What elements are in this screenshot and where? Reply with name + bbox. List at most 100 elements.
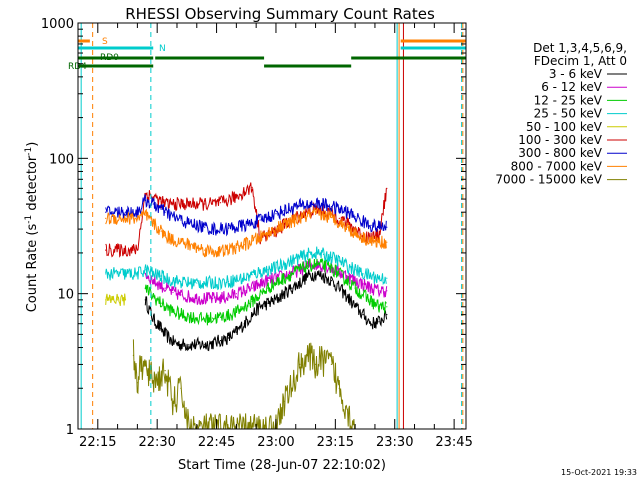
data-point-3-6-kev bbox=[164, 333, 166, 335]
data-point-300-800-kev bbox=[219, 228, 222, 230]
series-line-300-800-kev bbox=[105, 194, 387, 237]
data-point-25-50-kev bbox=[164, 277, 166, 279]
legend-label-300-800-kev: 300 - 800 keV bbox=[518, 146, 602, 160]
data-point-12-25-kev bbox=[196, 317, 198, 319]
data-point-7000-15000-kev bbox=[164, 370, 166, 372]
data-point-25-50-kev bbox=[275, 267, 277, 269]
data-point-800-7000-kev bbox=[212, 250, 214, 253]
data-point-800-7000-kev bbox=[307, 215, 309, 217]
data-point-800-7000-kev bbox=[315, 213, 317, 215]
x-axis-label: Start Time (28-Jun-07 22:10:02) bbox=[178, 458, 386, 473]
data-point-100-300-kev bbox=[386, 187, 388, 189]
data-point-800-7000-kev bbox=[105, 217, 107, 219]
data-point-300-800-kev bbox=[164, 211, 166, 213]
data-point-3-6-kev bbox=[307, 275, 309, 277]
data-point-300-800-kev bbox=[378, 226, 380, 228]
data-point-3-6-kev bbox=[259, 306, 261, 308]
data-point-12-25-kev bbox=[299, 269, 301, 271]
data-point-12-25-kev bbox=[378, 306, 380, 308]
x-tick-label: 23:00 bbox=[257, 435, 294, 450]
data-point-100-300-kev bbox=[144, 192, 146, 195]
data-point-25-50-kev bbox=[307, 253, 309, 255]
data-point-100-300-kev bbox=[160, 200, 162, 203]
data-point-100-300-kev bbox=[152, 196, 154, 198]
data-point-300-800-kev bbox=[172, 216, 174, 218]
data-point-3-6-kev bbox=[291, 287, 293, 289]
data-point-3-6-kev bbox=[267, 302, 269, 304]
data-point-6-12-kev bbox=[378, 290, 380, 292]
state-bar-label-n: N bbox=[159, 44, 166, 54]
data-point-12-25-kev bbox=[144, 287, 146, 289]
data-point-100-300-kev bbox=[322, 210, 325, 212]
data-point-300-800-kev bbox=[354, 216, 356, 218]
data-point-6-12-kev bbox=[275, 277, 277, 279]
data-point-100-300-kev bbox=[338, 217, 340, 219]
data-point-6-12-kev bbox=[362, 283, 364, 285]
data-point-25-50-kev bbox=[136, 273, 138, 275]
data-point-800-7000-kev bbox=[164, 234, 166, 236]
data-point-25-50-kev bbox=[172, 280, 174, 282]
data-point-25-50-kev bbox=[219, 281, 222, 284]
data-point-3-6-kev bbox=[275, 299, 277, 301]
data-point-7000-15000-kev bbox=[283, 400, 285, 402]
data-point-12-25-kev bbox=[164, 306, 166, 308]
data-point-800-7000-kev bbox=[251, 240, 253, 242]
data-point-300-800-kev bbox=[322, 204, 325, 206]
data-point-300-800-kev bbox=[283, 210, 285, 212]
data-point-3-6-kev bbox=[386, 314, 388, 316]
data-point-12-25-kev bbox=[212, 317, 214, 319]
data-point-6-12-kev bbox=[259, 283, 261, 285]
data-point-100-300-kev bbox=[164, 203, 166, 205]
data-point-12-25-kev bbox=[259, 294, 261, 296]
data-point-300-800-kev bbox=[144, 199, 146, 201]
data-point-300-800-kev bbox=[307, 204, 309, 206]
data-point-3-6-kev bbox=[152, 318, 154, 320]
y-axis-label-sup-1: -1 bbox=[24, 215, 34, 224]
data-point-25-50-kev bbox=[227, 280, 229, 283]
data-point-800-7000-kev bbox=[291, 221, 293, 223]
data-point-6-12-kev bbox=[212, 298, 214, 300]
data-point-3-6-kev bbox=[283, 293, 285, 295]
data-point-7000-15000-kev bbox=[346, 408, 348, 410]
data-point-100-300-kev bbox=[243, 190, 245, 192]
data-point-300-800-kev bbox=[136, 211, 138, 213]
data-point-7000-15000-kev bbox=[180, 387, 182, 389]
data-point-6-12-kev bbox=[196, 297, 198, 299]
y-tick-label: 1000 bbox=[41, 17, 74, 32]
data-point-100-300-kev bbox=[124, 249, 127, 251]
data-point-3-6-kev bbox=[212, 342, 214, 344]
data-point-25-50-kev bbox=[362, 273, 364, 275]
data-point-25-50-kev bbox=[152, 273, 154, 275]
data-point-7000-15000-kev bbox=[307, 354, 309, 356]
data-point-25-50-kev bbox=[235, 279, 237, 281]
data-point-300-800-kev bbox=[267, 216, 269, 218]
chart-title: RHESSI Observing Summary Count Rates bbox=[125, 5, 435, 23]
data-point-12-25-kev bbox=[180, 314, 182, 316]
data-point-25-50-kev bbox=[330, 256, 332, 259]
data-point-300-800-kev bbox=[196, 224, 198, 226]
data-point-3-6-kev bbox=[219, 340, 222, 342]
data-point-800-7000-kev bbox=[346, 226, 348, 228]
data-point-3-6-kev bbox=[378, 321, 380, 323]
data-point-100-300-kev bbox=[204, 203, 206, 205]
data-point-25-50-kev bbox=[180, 281, 182, 283]
data-point-25-50-kev bbox=[212, 282, 214, 284]
data-point-3-6-kev bbox=[196, 344, 198, 346]
axes: 22:15 22:30 22:45 23:00 23:15 23:30 23:45 1 10 10… bbox=[41, 17, 473, 450]
legend: Det 1,3,4,5,6,9, FDecim 1, Att 0 3 - 6 k… bbox=[495, 41, 627, 187]
data-point-800-7000-kev bbox=[330, 217, 332, 219]
data-point-25-50-kev bbox=[378, 277, 380, 279]
data-point-300-800-kev bbox=[105, 211, 107, 213]
data-point-6-12-kev bbox=[386, 290, 388, 292]
data-point-3-6-kev bbox=[362, 314, 364, 316]
data-point-25-50-kev bbox=[196, 282, 198, 284]
series-line-25-50-kev bbox=[105, 246, 387, 291]
data-point-3-6-kev bbox=[251, 314, 253, 316]
data-point-25-50-kev bbox=[322, 253, 325, 255]
legend-label-25-50-kev: 25 - 50 keV bbox=[534, 107, 603, 121]
legend-label-100-300-kev: 100 - 300 keV bbox=[518, 133, 602, 147]
data-point-25-50-kev bbox=[124, 273, 127, 275]
data-point-25-50-kev bbox=[105, 273, 107, 275]
